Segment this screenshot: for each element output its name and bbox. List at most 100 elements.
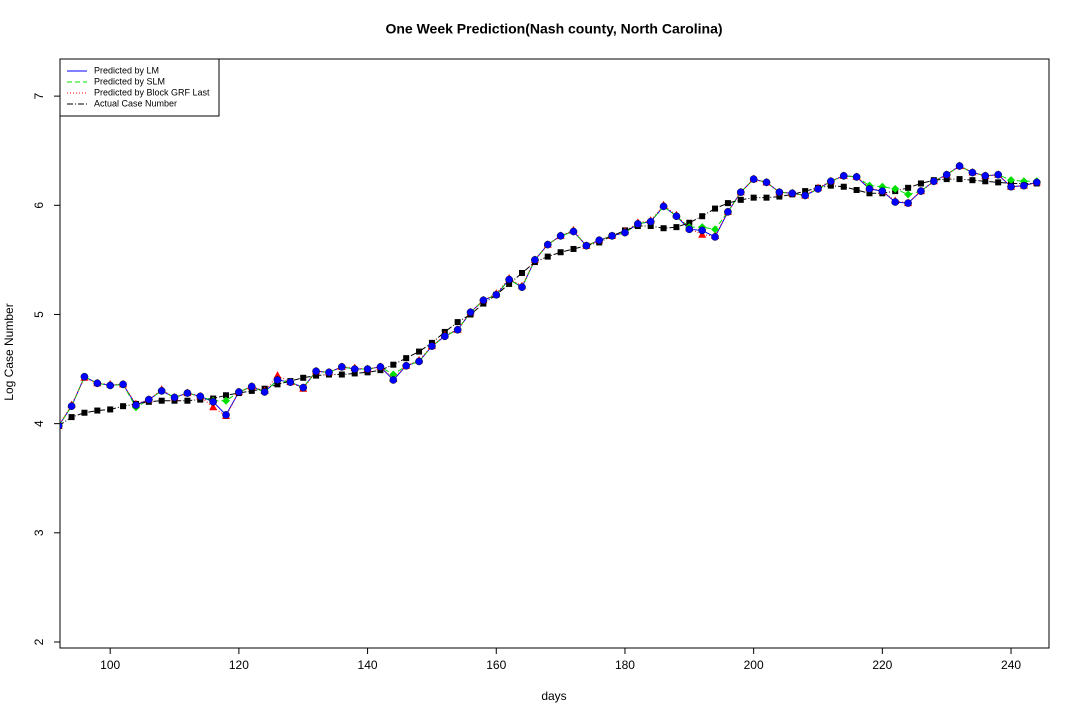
legend-box bbox=[59, 58, 220, 117]
point bbox=[81, 409, 88, 416]
point bbox=[673, 224, 680, 231]
point bbox=[736, 188, 745, 196]
point bbox=[942, 170, 951, 179]
point bbox=[492, 291, 501, 299]
point bbox=[801, 191, 809, 200]
point bbox=[505, 275, 513, 284]
point bbox=[132, 401, 140, 409]
point bbox=[415, 357, 423, 366]
point bbox=[699, 213, 706, 220]
point bbox=[119, 380, 127, 389]
series-line bbox=[60, 165, 1037, 425]
point bbox=[428, 342, 436, 350]
point bbox=[762, 178, 771, 187]
point bbox=[222, 411, 230, 419]
point bbox=[60, 422, 63, 430]
y-tick-label: 4 bbox=[32, 420, 46, 427]
point bbox=[775, 188, 784, 196]
x-tick-label: 160 bbox=[486, 658, 506, 672]
point bbox=[814, 185, 822, 193]
x-tick-label: 100 bbox=[100, 658, 120, 672]
point bbox=[904, 199, 912, 207]
point bbox=[659, 202, 668, 211]
point bbox=[519, 269, 526, 276]
point bbox=[827, 182, 834, 189]
point bbox=[196, 392, 205, 401]
point bbox=[712, 205, 719, 212]
y-tick-label: 7 bbox=[32, 92, 46, 99]
point bbox=[995, 179, 1002, 186]
point bbox=[351, 370, 358, 377]
point bbox=[389, 370, 398, 379]
y-tick-label: 5 bbox=[32, 311, 46, 318]
point bbox=[440, 332, 449, 341]
point bbox=[711, 225, 720, 234]
point bbox=[67, 402, 76, 410]
point bbox=[325, 368, 333, 377]
point bbox=[750, 194, 757, 201]
point bbox=[557, 249, 564, 256]
point bbox=[982, 178, 989, 185]
point bbox=[853, 187, 860, 194]
chart-title: One Week Prediction(Nash county, North C… bbox=[385, 21, 722, 37]
point bbox=[776, 193, 783, 200]
point bbox=[313, 372, 320, 379]
point bbox=[531, 256, 539, 264]
point bbox=[724, 200, 731, 207]
x-tick-label: 200 bbox=[744, 658, 764, 672]
point bbox=[248, 387, 255, 394]
point bbox=[453, 325, 462, 334]
point bbox=[556, 232, 565, 240]
point bbox=[209, 402, 218, 411]
point bbox=[273, 371, 282, 379]
y-tick-label: 2 bbox=[32, 638, 46, 645]
point bbox=[273, 376, 282, 384]
point bbox=[68, 414, 75, 421]
point bbox=[338, 371, 345, 378]
point bbox=[943, 176, 950, 183]
point bbox=[686, 219, 693, 226]
point bbox=[1007, 182, 1015, 191]
series-line bbox=[60, 165, 1037, 425]
series-line bbox=[60, 165, 1037, 425]
point bbox=[274, 381, 281, 388]
point bbox=[891, 184, 900, 193]
x-axis-label: days bbox=[541, 689, 566, 703]
point bbox=[608, 232, 616, 240]
point bbox=[543, 240, 552, 249]
point bbox=[106, 381, 114, 390]
point bbox=[312, 367, 320, 376]
point bbox=[749, 175, 758, 183]
point bbox=[878, 187, 887, 195]
legend-label: Predicted by SLM bbox=[94, 76, 165, 86]
point bbox=[222, 396, 231, 405]
point bbox=[724, 208, 732, 216]
x-tick-label: 140 bbox=[358, 658, 378, 672]
point bbox=[416, 348, 423, 355]
point bbox=[300, 374, 307, 381]
point bbox=[209, 398, 217, 406]
point bbox=[672, 212, 681, 221]
point bbox=[955, 162, 964, 170]
point bbox=[956, 176, 963, 183]
point bbox=[917, 180, 924, 187]
point bbox=[286, 378, 295, 386]
point bbox=[905, 184, 912, 191]
point bbox=[170, 393, 179, 402]
point bbox=[338, 363, 346, 371]
point bbox=[994, 170, 1002, 179]
point bbox=[402, 361, 410, 370]
point bbox=[350, 365, 359, 373]
point bbox=[454, 319, 461, 326]
point bbox=[685, 225, 694, 234]
point bbox=[158, 397, 165, 404]
point bbox=[223, 392, 230, 399]
point bbox=[1020, 181, 1028, 190]
point bbox=[917, 187, 925, 195]
point bbox=[621, 228, 629, 237]
point bbox=[247, 382, 256, 391]
point bbox=[968, 168, 977, 177]
y-tick-label: 6 bbox=[32, 202, 46, 209]
point bbox=[840, 183, 847, 190]
